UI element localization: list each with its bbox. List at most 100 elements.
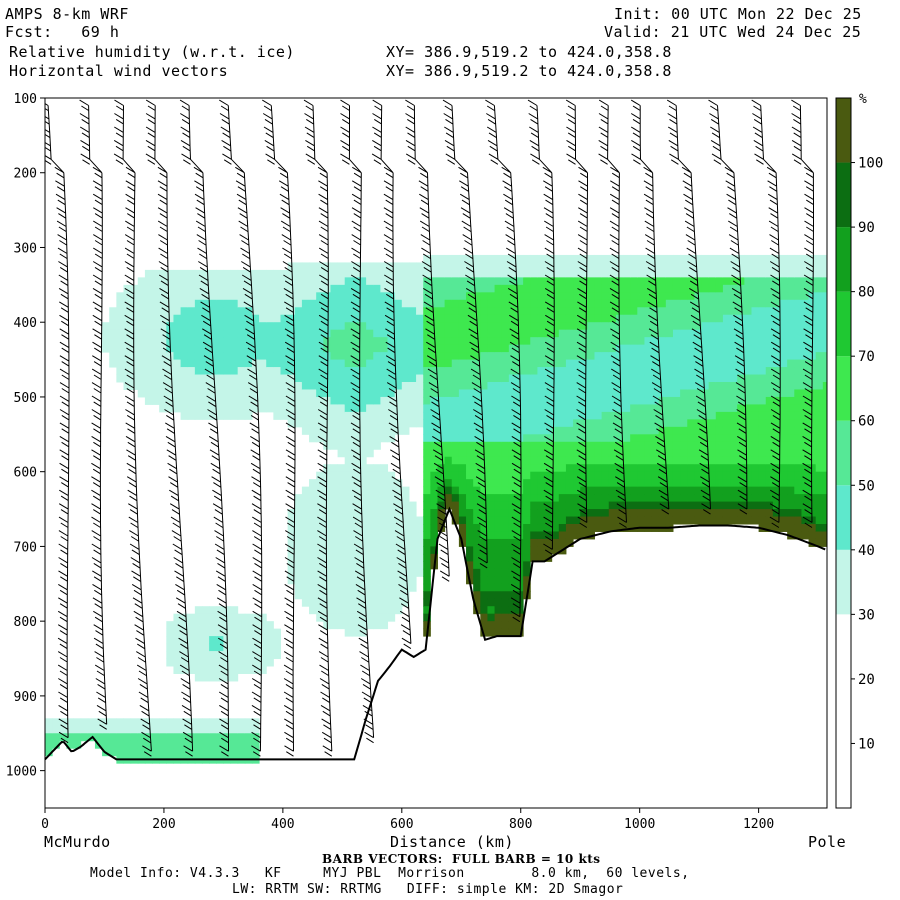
rh-cell bbox=[401, 531, 410, 540]
rh-cell bbox=[152, 284, 160, 293]
rh-cell bbox=[394, 322, 403, 331]
rh-cell bbox=[273, 314, 281, 323]
rh-cell bbox=[665, 389, 674, 398]
rh-cell bbox=[316, 396, 324, 405]
rh-cell bbox=[309, 411, 317, 420]
rh-cell bbox=[701, 456, 710, 465]
rh-cell bbox=[644, 426, 653, 435]
rh-cell bbox=[251, 404, 260, 413]
rh-cell bbox=[494, 337, 503, 346]
rh-cell bbox=[423, 441, 431, 450]
rh-cell bbox=[665, 344, 674, 353]
rh-cell bbox=[444, 299, 453, 308]
rh-cell bbox=[715, 404, 724, 413]
rh-cell bbox=[480, 568, 488, 577]
rh-cell bbox=[330, 441, 339, 450]
rh-cell bbox=[473, 591, 481, 600]
rh-cell bbox=[401, 359, 410, 368]
rh-cell bbox=[173, 329, 182, 338]
terrain-profile bbox=[44, 506, 826, 761]
rh-cell bbox=[508, 471, 517, 480]
rh-cell bbox=[187, 359, 196, 368]
rh-cell bbox=[737, 359, 745, 368]
rh-cell bbox=[715, 367, 724, 376]
rh-cell bbox=[565, 367, 574, 376]
rh-cell bbox=[401, 337, 410, 346]
rh-cell bbox=[273, 367, 281, 376]
rh-cell bbox=[59, 718, 67, 727]
rh-cell bbox=[715, 516, 724, 525]
rh-cell bbox=[251, 389, 260, 398]
rh-cell bbox=[744, 254, 752, 263]
rh-cell bbox=[87, 725, 96, 734]
rh-cell bbox=[259, 322, 267, 331]
rh-cell bbox=[123, 284, 132, 293]
rh-cell bbox=[444, 254, 453, 263]
rh-cell bbox=[644, 471, 653, 480]
rh-cell bbox=[772, 479, 781, 488]
rh-cell bbox=[209, 651, 217, 660]
rh-cell bbox=[765, 359, 774, 368]
rh-cell bbox=[373, 322, 381, 331]
rh-cell bbox=[408, 374, 417, 383]
rh-cell bbox=[701, 269, 710, 278]
rh-cell bbox=[301, 516, 310, 525]
rh-cell bbox=[687, 464, 695, 473]
rh-cell bbox=[494, 591, 503, 600]
rh-cell bbox=[358, 359, 367, 368]
rh-cell bbox=[701, 322, 710, 331]
rh-cell bbox=[337, 598, 346, 607]
rh-cell bbox=[209, 606, 217, 615]
rh-cell bbox=[373, 531, 381, 540]
rh-cell bbox=[416, 419, 424, 428]
rh-cell bbox=[444, 434, 453, 443]
rh-cell bbox=[366, 411, 374, 420]
rh-cell bbox=[173, 269, 182, 278]
rh-cell bbox=[466, 426, 474, 435]
rh-cell bbox=[309, 553, 317, 562]
rh-cell bbox=[387, 501, 396, 510]
rh-cell bbox=[780, 479, 788, 488]
rh-cell bbox=[380, 352, 389, 361]
rh-cell bbox=[144, 292, 153, 301]
rh-cell bbox=[780, 367, 788, 376]
rh-cell bbox=[758, 284, 767, 293]
rh-cell bbox=[580, 531, 588, 540]
rh-cell bbox=[94, 725, 103, 734]
rh-cell bbox=[551, 531, 560, 540]
rh-cell bbox=[144, 748, 153, 757]
rh-cell bbox=[794, 524, 802, 532]
rh-cell bbox=[130, 337, 139, 346]
rh-cell bbox=[701, 292, 710, 301]
rh-cell bbox=[608, 516, 617, 525]
rh-cell bbox=[530, 404, 538, 413]
rh-cell bbox=[273, 411, 281, 420]
rh-cell bbox=[630, 434, 638, 443]
rh-cell bbox=[480, 314, 488, 323]
rh-cell bbox=[551, 314, 560, 323]
rh-cell bbox=[573, 382, 581, 390]
rh-cell bbox=[751, 434, 760, 443]
rh-cell bbox=[216, 367, 224, 376]
rh-cell bbox=[337, 494, 346, 503]
rh-cell bbox=[380, 299, 389, 308]
rh-cell bbox=[266, 651, 274, 660]
rh-cell bbox=[473, 561, 481, 570]
rh-cell bbox=[373, 561, 381, 570]
rh-cell bbox=[558, 262, 567, 271]
rh-cell bbox=[615, 389, 624, 398]
rh-cell bbox=[601, 352, 610, 361]
rh-cell bbox=[180, 374, 189, 383]
rh-cell bbox=[451, 411, 460, 420]
rh-cell bbox=[344, 411, 353, 420]
rh-cell bbox=[608, 524, 617, 532]
rh-cell bbox=[130, 322, 139, 331]
rh-cell bbox=[430, 299, 438, 308]
rh-cell bbox=[451, 389, 460, 398]
rh-cell bbox=[758, 269, 767, 278]
rh-cell bbox=[423, 598, 431, 607]
rh-cell bbox=[330, 464, 339, 473]
rh-cell bbox=[358, 389, 367, 398]
rh-cell bbox=[152, 382, 160, 390]
rh-cell bbox=[259, 277, 267, 286]
